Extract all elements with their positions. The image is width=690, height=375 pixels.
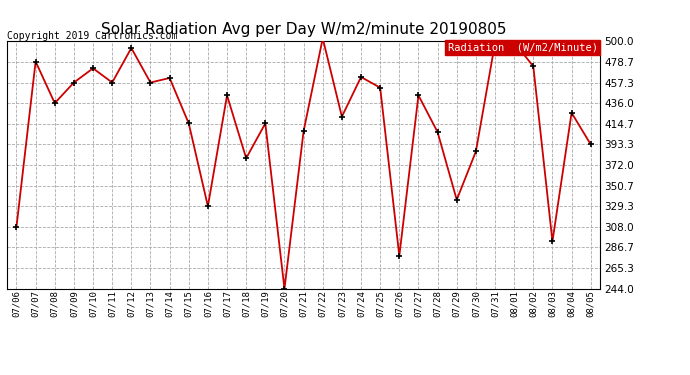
- Title: Solar Radiation Avg per Day W/m2/minute 20190805: Solar Radiation Avg per Day W/m2/minute …: [101, 22, 506, 37]
- Text: Copyright 2019 Cartronics.com: Copyright 2019 Cartronics.com: [7, 32, 177, 41]
- Text: Radiation  (W/m2/Minute): Radiation (W/m2/Minute): [448, 43, 598, 52]
